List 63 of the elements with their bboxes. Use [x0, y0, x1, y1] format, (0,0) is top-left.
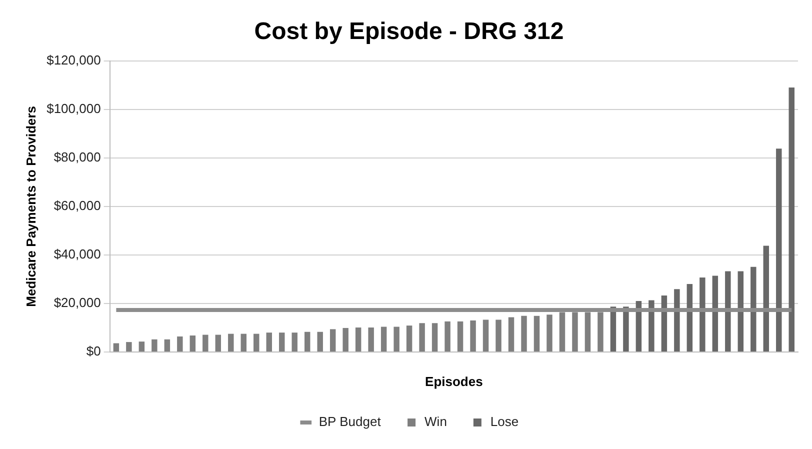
bar — [317, 332, 323, 352]
y-tick-label: $100,000 — [46, 100, 101, 116]
bar — [215, 334, 222, 352]
bar — [572, 312, 578, 352]
bar — [457, 321, 464, 352]
bar — [254, 334, 260, 352]
bar — [380, 326, 387, 352]
bar — [432, 323, 438, 352]
bar — [266, 332, 272, 352]
y-axis-title: Medicare Payments to Providers — [23, 106, 38, 307]
legend-label: Lose — [490, 414, 519, 430]
bar — [598, 312, 604, 352]
bar — [394, 326, 400, 352]
y-tick-label: $40,000 — [54, 246, 101, 262]
x-axis-title: Episodes — [425, 374, 483, 389]
bar — [304, 332, 310, 352]
bar — [138, 342, 145, 352]
bar — [279, 332, 285, 352]
bar — [674, 289, 680, 352]
bar — [763, 246, 770, 352]
y-tick-label: $80,000 — [54, 149, 101, 164]
bar — [750, 266, 756, 352]
bar — [788, 87, 794, 352]
bar — [292, 332, 298, 352]
bar — [202, 334, 208, 352]
bar — [496, 320, 502, 352]
bar — [584, 312, 591, 352]
bar — [355, 327, 362, 352]
bar — [444, 321, 450, 352]
bar — [482, 320, 489, 352]
bar — [508, 317, 514, 352]
bar — [177, 336, 183, 352]
bar — [546, 314, 552, 352]
bar — [700, 278, 706, 352]
bar — [470, 320, 476, 352]
y-tick-label: $120,000 — [46, 52, 101, 68]
bar — [738, 271, 744, 352]
bar — [686, 284, 693, 352]
bar — [648, 300, 654, 352]
bar — [534, 316, 540, 352]
bar — [406, 326, 412, 352]
y-tick-label: $20,000 — [54, 295, 101, 310]
bar — [164, 339, 170, 352]
bar — [126, 342, 132, 352]
legend-label: Win — [424, 414, 447, 430]
bar — [419, 323, 425, 352]
bar — [776, 148, 782, 352]
bar — [152, 339, 158, 352]
bar — [190, 336, 196, 352]
bar — [330, 329, 336, 352]
bar — [725, 271, 731, 352]
legend-label: BP Budget — [318, 414, 382, 430]
bar — [559, 312, 566, 352]
bar — [521, 316, 527, 352]
bar — [368, 327, 374, 352]
y-tick-label: $0 — [86, 344, 101, 359]
bar — [228, 334, 234, 352]
bar — [712, 276, 718, 352]
bar — [240, 334, 246, 352]
y-tick-label: $60,000 — [54, 198, 101, 213]
chart-title: Cost by Episode - DRG 312 — [254, 18, 564, 46]
bar — [113, 343, 120, 352]
bar — [342, 328, 348, 352]
